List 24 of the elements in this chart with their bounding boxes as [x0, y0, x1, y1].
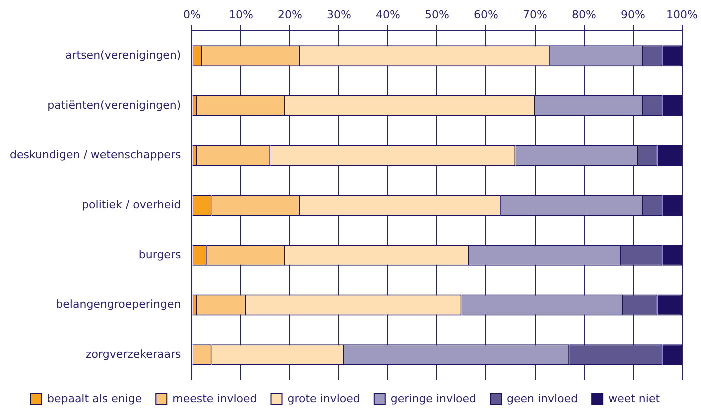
y-tick-label: politiek / overheid [82, 198, 182, 212]
y-tick-label: deskundigen / wetenschappers [10, 148, 182, 162]
y-tick-label: artsen(verenigingen) [65, 48, 182, 62]
x-tick-label: 0% [183, 8, 201, 22]
x-tick-label: 10% [228, 8, 254, 22]
x-tick-label: 20% [278, 8, 302, 22]
legend-label: geringe invloed [390, 392, 477, 406]
y-tick-label: zorgverzekeraars [86, 348, 182, 361]
y-tick-label: burgers [138, 248, 182, 262]
legend-label: geen invloed [507, 392, 578, 406]
x-tick-label: 60% [474, 8, 498, 22]
x-tick-label: 40% [376, 8, 400, 22]
y-tick-label: belangengroeperingen [56, 298, 182, 312]
x-tick-label: 30% [327, 8, 352, 22]
x-tick-label: 70% [523, 8, 548, 22]
legend-label: weet niet [608, 392, 661, 406]
x-tick-label: 80% [572, 8, 596, 22]
x-tick-label: 100% [666, 8, 698, 22]
x-tick-label: 90% [621, 8, 646, 22]
legend-label: meeste invloed [172, 392, 258, 406]
x-tick-label: 50% [425, 8, 450, 22]
legend-label: grote invloed [288, 392, 360, 406]
legend-label: bepaalt als enige [47, 392, 142, 406]
y-tick-label: patiënten(verenigingen) [48, 98, 182, 112]
